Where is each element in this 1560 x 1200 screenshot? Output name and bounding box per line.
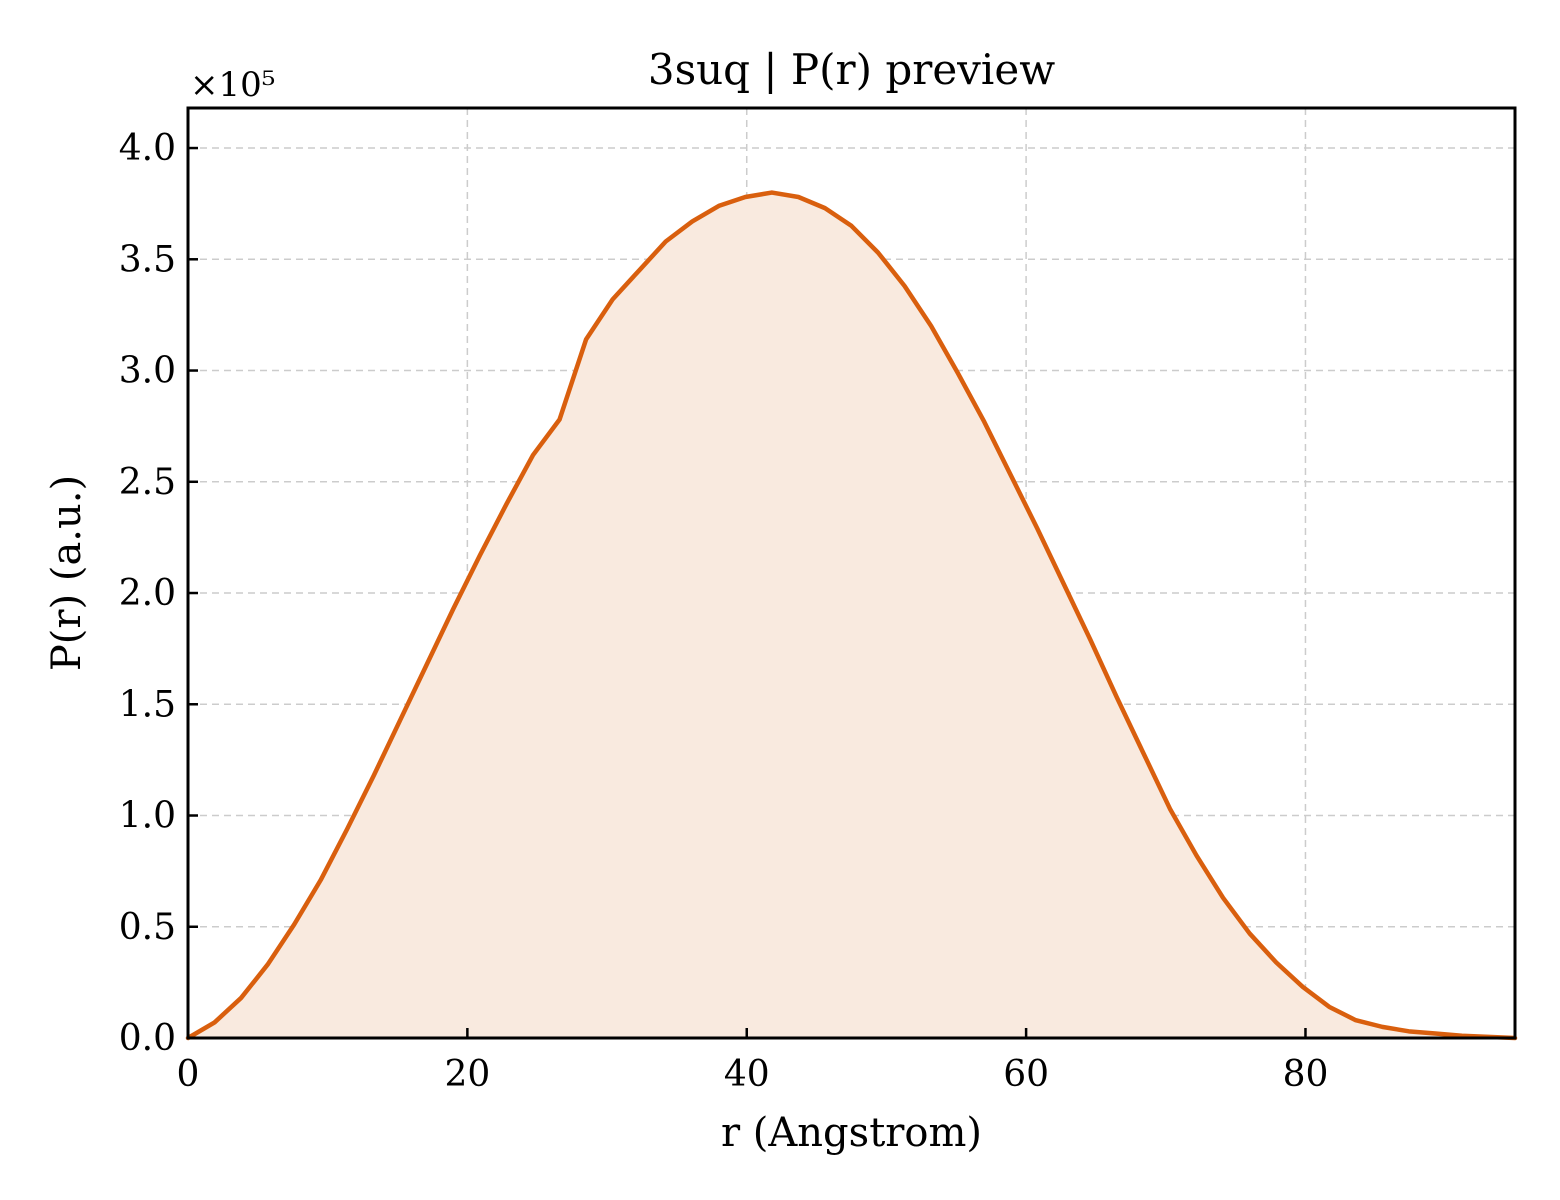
x-tick-label: 40 <box>724 1054 770 1095</box>
y-axis-offset-label: ×10⁵ <box>190 65 275 105</box>
area-fill <box>188 192 1515 1039</box>
x-tick-label: 20 <box>444 1054 490 1095</box>
y-tick-label: 0.0 <box>119 1018 176 1059</box>
y-tick-label: 0.5 <box>119 907 176 948</box>
x-tick-label: 60 <box>1003 1054 1049 1095</box>
tick-labels: 0 20 40 60 80 0.0 0.5 1.0 1.5 2.0 2.5 3.0 3.5 4.0 <box>119 128 1329 1095</box>
x-tick-label: 0 <box>177 1054 200 1095</box>
x-tick-label: 80 <box>1283 1054 1329 1095</box>
y-tick-label: 3.0 <box>119 351 176 392</box>
plot-frame <box>186 106 1517 1040</box>
y-tick-label: 2.5 <box>119 462 176 503</box>
chart-title: 3suq | P(r) preview <box>648 45 1055 94</box>
y-tick-label: 4.0 <box>119 128 176 169</box>
y-axis-label: P(r) (a.u.) <box>44 475 90 671</box>
y-tick-label: 2.0 <box>119 573 176 614</box>
y-tick-label: 1.0 <box>119 796 176 837</box>
series-line <box>185 190 1518 1041</box>
y-tick-label: 3.5 <box>119 239 176 280</box>
y-tick-label: 1.5 <box>119 684 176 725</box>
x-axis-label: r (Angstrom) <box>721 1110 982 1156</box>
